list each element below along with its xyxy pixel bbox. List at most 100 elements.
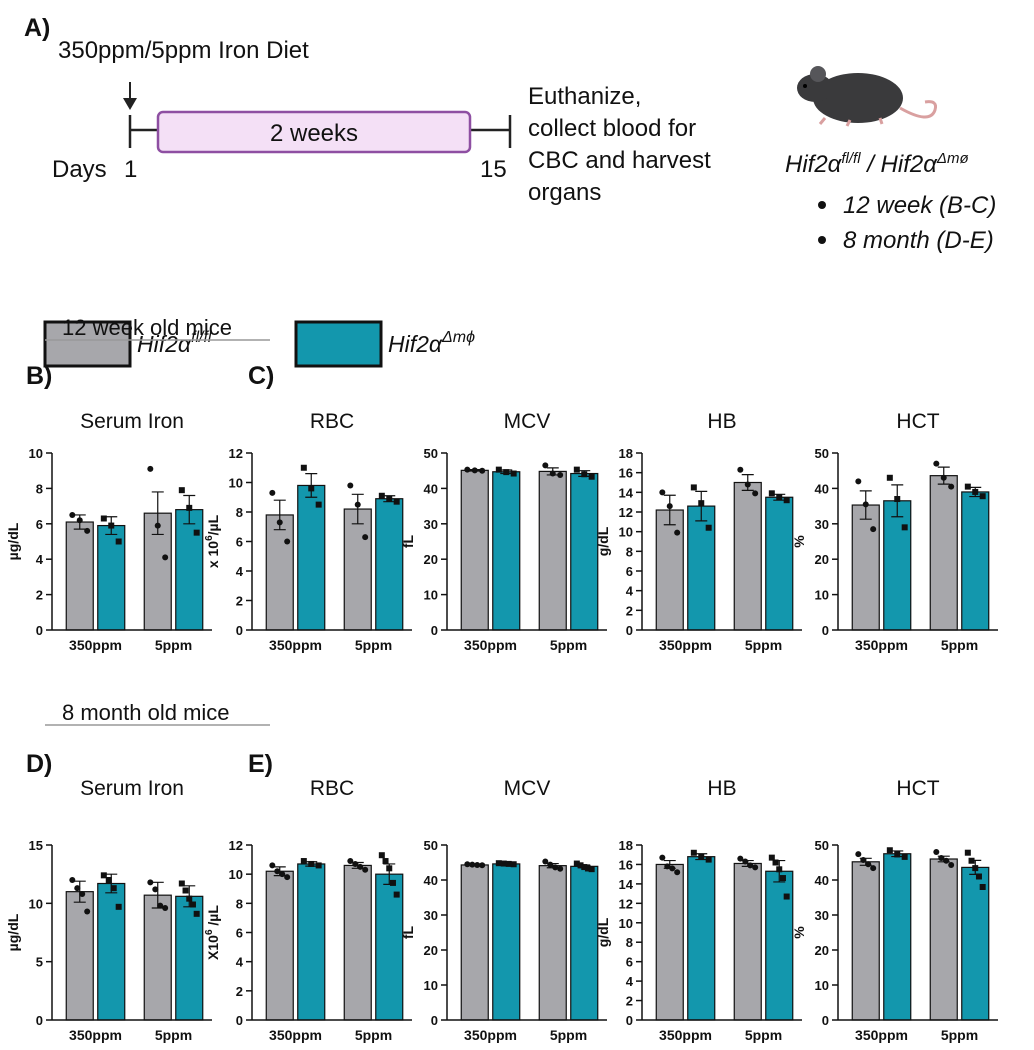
- data-point: [659, 489, 666, 496]
- bar: [883, 500, 912, 631]
- y-tick-label: 10: [29, 446, 43, 461]
- bar: [655, 509, 684, 631]
- bar: [538, 470, 567, 631]
- bar-chart: Serum Iron µg/dL 0 5 10 15 350ppm 5ppm: [5, 777, 212, 1043]
- data-point: [378, 492, 385, 499]
- y-tick-label: 2: [626, 603, 633, 618]
- data-point: [557, 471, 564, 478]
- y-tick-label: 0: [431, 623, 438, 638]
- y-tick-label: 30: [424, 517, 438, 532]
- x-tick-label: 350ppm: [659, 637, 712, 653]
- legend-label: Hif2αΔmϕ: [388, 329, 475, 357]
- bar-chart: Serum Iron µg/dL 0 2 4 6 8 10 350ppm 5ppm: [5, 410, 212, 653]
- data-point: [772, 859, 779, 866]
- bar-chart: HB g/dL 0 2 4 6 8 10 12 14 16 18 350ppm 5ppm: [595, 777, 802, 1043]
- y-tick-label: 12: [619, 505, 633, 520]
- bar: [733, 862, 762, 1021]
- error-bar: [151, 881, 164, 909]
- x-tick-label: 350ppm: [269, 1027, 322, 1043]
- y-tick-label: 20: [424, 943, 438, 958]
- data-point: [505, 860, 512, 867]
- data-point: [193, 529, 200, 536]
- error-bar: [969, 486, 982, 498]
- bar-chart: MCV fL 0 10 20 30 40 50 350ppm 5ppm: [400, 410, 607, 653]
- arrow-head: [123, 98, 137, 110]
- y-tick-label: 6: [236, 926, 243, 941]
- data-point: [110, 885, 117, 892]
- y-tick-label: 10: [229, 476, 243, 491]
- data-point: [690, 849, 697, 856]
- y-tick-label: 10: [29, 896, 43, 911]
- panel-label: D): [26, 750, 52, 778]
- data-point: [690, 484, 697, 491]
- superscript: Δmø: [936, 150, 969, 167]
- data-point: [510, 861, 517, 868]
- error-bar: [73, 880, 86, 903]
- data-point: [737, 466, 744, 473]
- bar: [538, 865, 567, 1021]
- panel-label: A): [24, 14, 50, 42]
- data-point: [378, 852, 385, 859]
- legend-name: Hif2α: [388, 331, 443, 357]
- y-tick-label: 20: [815, 943, 829, 958]
- y-tick-label: 10: [815, 978, 829, 993]
- bar: [492, 863, 521, 1021]
- data-point: [69, 511, 76, 518]
- error-bar: [578, 470, 591, 477]
- data-point: [573, 466, 580, 473]
- y-tick-label: 8: [626, 544, 633, 559]
- data-point: [315, 862, 322, 869]
- data-point: [588, 473, 595, 480]
- y-tick-label: 14: [619, 485, 634, 500]
- error-bar: [773, 859, 786, 883]
- x-tick-label: 5ppm: [745, 1027, 782, 1043]
- data-point: [495, 466, 502, 473]
- error-bar: [351, 861, 364, 869]
- error-bar: [937, 466, 950, 485]
- y-tick-label: 30: [815, 908, 829, 923]
- error-bar: [695, 853, 708, 861]
- day-label: 15: [480, 156, 507, 183]
- error-bar: [273, 499, 286, 531]
- x-tick-label: 350ppm: [69, 637, 122, 653]
- bar: [733, 481, 762, 631]
- outcome-line: CBC and harvest: [528, 147, 711, 174]
- bar: [175, 509, 204, 631]
- data-point: [975, 873, 982, 880]
- error-bar: [546, 467, 559, 476]
- x-tick-label: 350ppm: [464, 1027, 517, 1043]
- bar: [883, 853, 912, 1021]
- bar: [460, 469, 489, 631]
- y-axis-label: %: [791, 926, 807, 939]
- chart-title: HCT: [896, 410, 939, 433]
- panel-label: B): [26, 362, 52, 390]
- error-bar: [859, 857, 872, 866]
- bar-chart: MCV fL 0 10 20 30 40 50 350ppm 5ppm: [400, 777, 607, 1043]
- superscript: fl/fl: [841, 150, 861, 167]
- data-point: [147, 465, 154, 472]
- data-point: [752, 490, 759, 497]
- y-tick-label: 8: [36, 481, 43, 496]
- bar: [175, 895, 204, 1021]
- y-tick-label: 50: [815, 446, 829, 461]
- y-tick-label: 4: [236, 955, 244, 970]
- error-bar: [741, 859, 754, 867]
- y-tick-label: 2: [236, 594, 243, 609]
- data-point: [779, 875, 786, 882]
- error-bar: [468, 863, 481, 867]
- data-point: [855, 478, 862, 485]
- data-point: [74, 885, 81, 892]
- bar: [851, 504, 880, 631]
- y-tick-label: 4: [36, 552, 44, 567]
- y-tick-label: 5: [36, 955, 43, 970]
- y-tick-label: 2: [36, 588, 43, 603]
- section-label: 12 week old mice: [62, 315, 232, 340]
- x-tick-label: 350ppm: [464, 637, 517, 653]
- data-point: [510, 470, 517, 477]
- data-point: [274, 868, 281, 875]
- bar: [265, 514, 294, 631]
- error-bar: [468, 469, 481, 472]
